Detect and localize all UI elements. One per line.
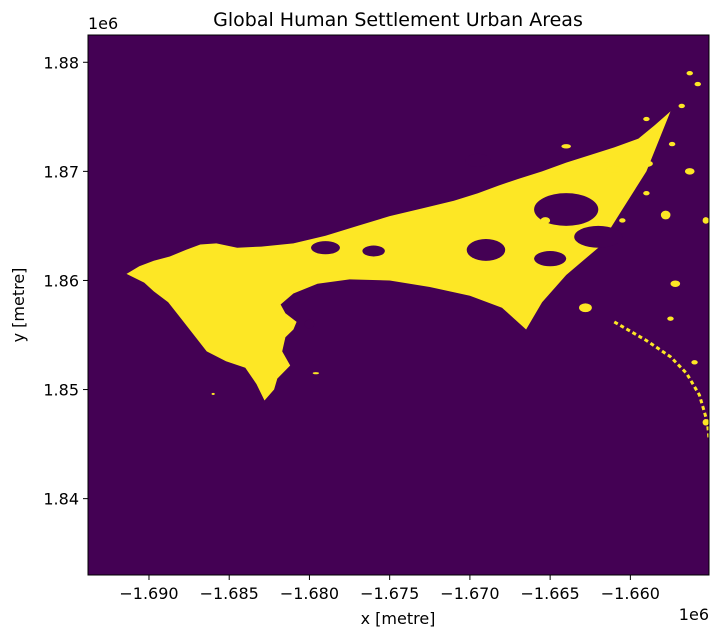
urban-patch-5 [668, 141, 676, 147]
non-urban-hole-2 [362, 245, 385, 257]
urban-patch-1 [540, 217, 551, 224]
x-axis-label: x [metre] [361, 609, 436, 628]
non-urban-hole-7 [304, 319, 315, 329]
x-tick-label: −1.660 [601, 584, 660, 603]
urban-patch-20 [694, 81, 701, 87]
y-tick-label: 1.85 [43, 381, 79, 400]
urban-patch-11 [579, 303, 592, 313]
urban-patch-4 [702, 217, 709, 224]
x-tick-label: −1.665 [521, 584, 580, 603]
urban-patch-2 [660, 210, 671, 220]
y-tick-label: 1.88 [43, 53, 79, 72]
urban-patch-23 [579, 247, 586, 253]
non-urban-hole-4 [574, 225, 623, 248]
y-tick-label: 1.86 [43, 271, 79, 290]
urban-patch-12 [270, 374, 278, 379]
non-urban-hole-3 [534, 193, 599, 226]
urban-region [126, 111, 671, 401]
y-offset-label: 1e6 [88, 14, 118, 33]
urban-patch-3 [684, 168, 695, 175]
urban-patch-9 [691, 360, 698, 365]
urban-patch-22 [619, 218, 626, 223]
x-tick-label: −1.675 [360, 584, 419, 603]
y-tick-label: 1.87 [43, 162, 79, 181]
non-urban-hole-0 [466, 239, 506, 261]
urban-patch-7 [670, 280, 681, 287]
y-axis-label: y [metre] [9, 268, 28, 343]
urban-patch-13 [312, 372, 320, 375]
x-axis-ticks: −1.690 −1.685 −1.680 −1.675 −1.670 −1.665 −1.6… [119, 575, 660, 603]
urban-patch-18 [678, 103, 685, 109]
urban-patch-21 [643, 191, 650, 196]
urban-patch-15 [561, 144, 571, 149]
urban-patch-0 [606, 165, 623, 173]
x-tick-label: −1.685 [200, 584, 259, 603]
x-offset-label: 1e6 [679, 605, 709, 624]
urban-patch-16 [603, 158, 610, 163]
chart-title: Global Human Settlement Urban Areas [213, 9, 583, 31]
urban-patch-19 [686, 71, 693, 76]
coastal-urban-strip [613, 320, 709, 439]
urban-patch-17 [643, 116, 650, 122]
urban-patch-6 [640, 160, 653, 168]
urban-area-raster [126, 71, 709, 439]
x-tick-label: −1.670 [440, 584, 499, 603]
urban-patch-8 [667, 316, 674, 321]
y-axis-ticks: 1.84 1.85 1.86 1.87 1.88 [43, 53, 88, 509]
y-tick-label: 1.84 [43, 490, 79, 509]
non-urban-hole-5 [465, 153, 491, 167]
plot-frame [87, 34, 710, 576]
non-urban-hole-1 [311, 241, 340, 255]
x-tick-label: −1.680 [280, 584, 339, 603]
x-tick-label: −1.690 [119, 584, 178, 603]
non-urban-hole-6 [534, 250, 567, 267]
urban-patch-14 [211, 392, 215, 395]
